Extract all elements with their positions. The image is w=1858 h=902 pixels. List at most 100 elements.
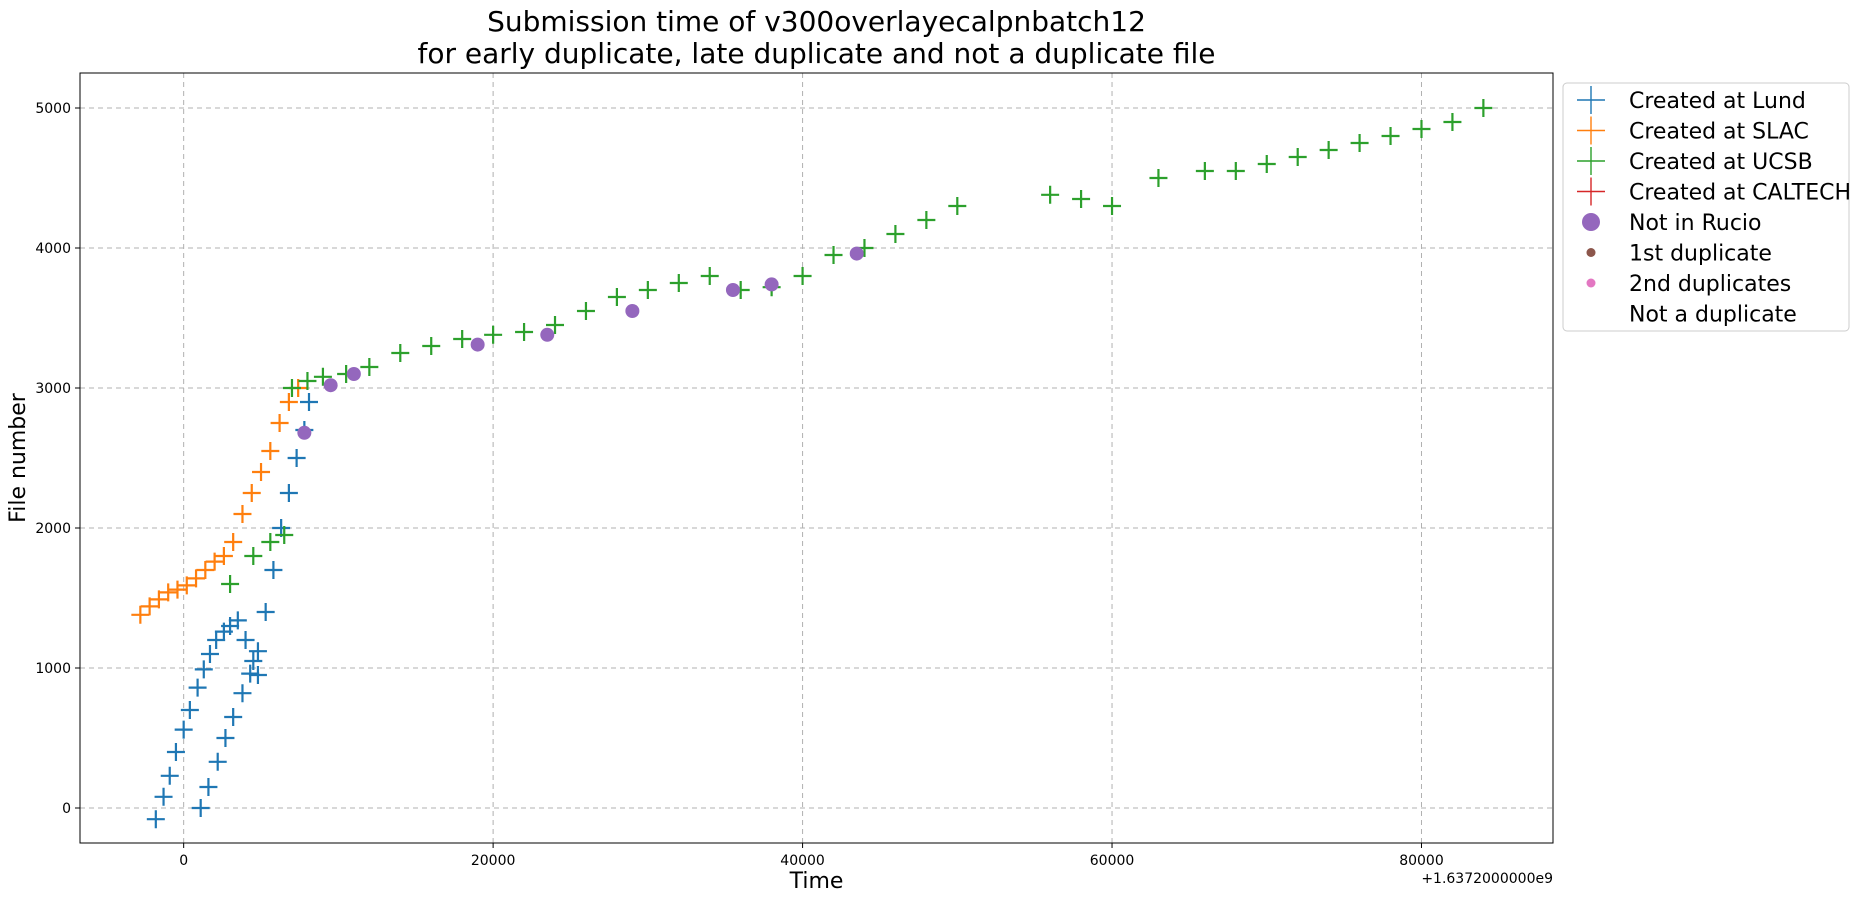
y-tick-label: 2000: [35, 521, 71, 537]
data-point: [1226, 162, 1245, 180]
y-tick-label: 1000: [35, 661, 71, 677]
data-point: [180, 701, 199, 719]
data-point: [233, 505, 252, 523]
legend-item: Created at CALTECH: [1577, 177, 1851, 206]
data-point: [1288, 148, 1307, 166]
data-point: [886, 225, 905, 243]
x-tick-label: 20000: [471, 853, 516, 869]
legend-marker: [1577, 147, 1605, 175]
legend-label: Created at SLAC: [1629, 120, 1809, 145]
axis-ticks: 0 20000 40000 60000 80000 0 1000 2000 3000 4000 50…: [35, 101, 1443, 869]
data-point: [1072, 190, 1091, 208]
data-point: [576, 302, 595, 320]
data-point: [140, 597, 159, 616]
x-tick-label: 0: [179, 853, 188, 869]
data-point: [205, 552, 224, 571]
series-3: [297, 246, 864, 440]
y-tick-label: 3000: [35, 381, 71, 397]
data-point: [360, 358, 379, 376]
data-point: [187, 569, 206, 588]
legend-label: Created at CALTECH: [1629, 181, 1851, 206]
data-point: [453, 330, 472, 348]
legend-marker: [1577, 177, 1605, 206]
data-point: [244, 652, 263, 670]
legend: Created at Lund Created at SLAC Created at…: [1562, 82, 1851, 332]
data-point: [849, 246, 864, 261]
data-point: [248, 666, 267, 684]
data-point: [484, 325, 503, 344]
data-point: [196, 561, 215, 579]
data-point: [200, 645, 219, 663]
data-point: [540, 327, 555, 342]
data-point: [638, 281, 657, 299]
legend-label: Not in Rucio: [1629, 211, 1762, 236]
x-tick-label: 60000: [1090, 853, 1135, 869]
data-point: [422, 337, 441, 355]
data-point: [515, 323, 534, 341]
x-axis-label: Time: [789, 869, 844, 894]
chart-title: Submission time of v300overlayecalpnbatc…: [417, 5, 1215, 70]
data-point: [199, 778, 218, 796]
data-point: [1350, 134, 1369, 152]
data-point: [313, 367, 332, 386]
data-point: [252, 463, 271, 481]
x-offset-label: +1.6372000000e9: [1421, 871, 1553, 887]
data-point: [242, 484, 261, 502]
data-point: [236, 631, 255, 649]
series-1: [131, 379, 308, 624]
data-point: [154, 787, 173, 806]
data-point: [224, 708, 243, 726]
data-point: [287, 449, 306, 467]
legend-item: Created at UCSB: [1577, 147, 1813, 175]
data-point: [917, 211, 936, 229]
legend-marker: [1582, 213, 1600, 231]
legend-marker: [1586, 278, 1596, 288]
legend-label: Not a duplicate: [1629, 303, 1797, 328]
legend-label: 2nd duplicates: [1629, 272, 1791, 297]
legend-label: Created at UCSB: [1629, 150, 1813, 175]
data-point: [1381, 127, 1400, 145]
data-point: [174, 720, 193, 739]
data-point: [244, 547, 263, 565]
legend-item: 2nd duplicates: [1586, 272, 1791, 297]
legend-item: Not a duplicate: [1629, 303, 1797, 328]
data-point: [228, 611, 247, 630]
data-point: [261, 533, 280, 551]
data-point: [700, 267, 719, 285]
data-point: [282, 379, 301, 397]
data-point: [216, 729, 235, 747]
data-point: [261, 442, 280, 460]
legend-marker: [1577, 86, 1605, 114]
data-point: [546, 316, 565, 334]
plot-frame: [79, 72, 1554, 844]
data-point: [168, 580, 187, 599]
data-point: [188, 678, 207, 697]
y-tick-label: 4000: [35, 241, 71, 257]
data-point: [1412, 120, 1431, 138]
data-point: [1257, 155, 1276, 173]
data-point: [160, 766, 179, 785]
y-axis-label: File number: [6, 392, 31, 523]
data-point: [299, 393, 318, 411]
y-tick-label: 5000: [35, 101, 71, 117]
data-point: [159, 583, 178, 602]
data-point: [793, 267, 812, 285]
data-point: [208, 752, 227, 771]
data-point: [131, 605, 150, 624]
data-point: [323, 378, 338, 393]
data-point: [279, 393, 298, 411]
data-point: [298, 372, 317, 390]
data-point: [1319, 141, 1338, 159]
data-point: [214, 547, 233, 565]
data-point: [669, 274, 688, 292]
legend-item: Not in Rucio: [1582, 211, 1762, 236]
data-point: [191, 799, 210, 817]
data-point: [1474, 99, 1493, 117]
data-point: [1041, 185, 1060, 204]
y-tick-label: 0: [62, 801, 71, 817]
data-point: [1443, 113, 1462, 131]
data-point: [725, 283, 740, 297]
series-0: [146, 393, 318, 829]
data-point: [948, 197, 967, 215]
